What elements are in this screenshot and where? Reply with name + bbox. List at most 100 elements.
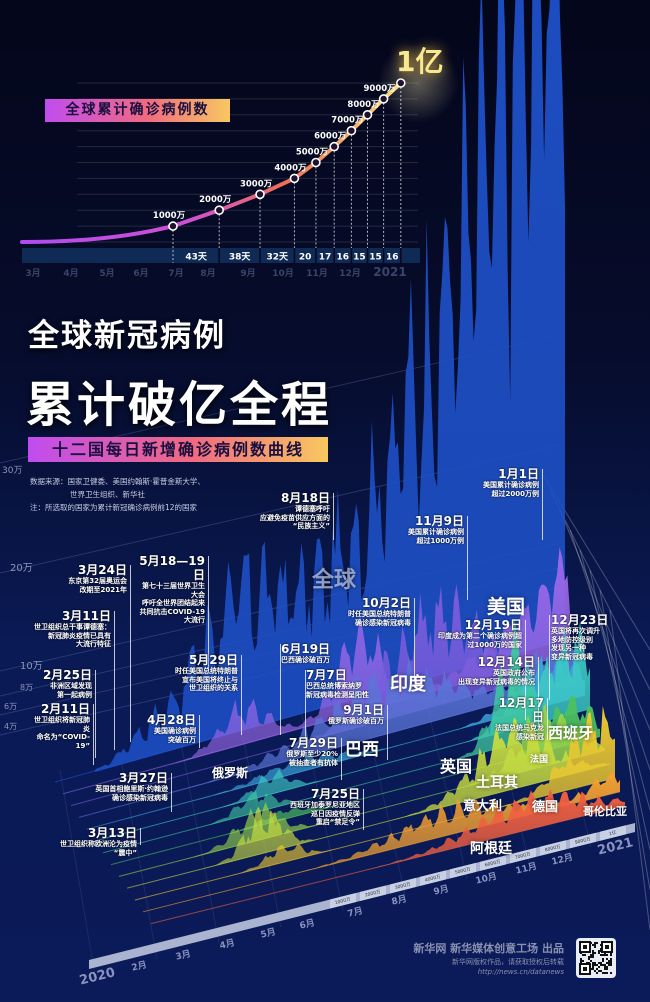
annotation-date: 4月28日 (146, 713, 196, 727)
qr-code-icon[interactable] (576, 938, 616, 978)
annotation-text: 俄罗斯确诊破百万 (328, 717, 384, 725)
ridge-area-德国 (175, 705, 615, 890)
annotation-leader-line (549, 615, 550, 700)
annotation-leader-line (241, 655, 242, 735)
ridge-baseline (150, 805, 626, 925)
annotation-date: 8月18日 (280, 491, 330, 505)
annotation-text: 巴西总统博索纳罗 新冠病毒检测呈阳性 (306, 682, 369, 699)
milestone-point (214, 205, 225, 215)
annotation-text: 法国总统马克龙 感染新冠 (495, 724, 544, 741)
days-gap-label: 32天 (266, 252, 289, 263)
footer-url[interactable]: http://news.cn/datanews (477, 968, 564, 976)
annotation: 12月17日 法国总统马克龙 感染新冠 (488, 696, 544, 741)
annotation-leader-line (114, 611, 115, 750)
diagonal-line (559, 509, 650, 731)
time-axis-bar: 1000万 2000万 3000万 4000万 5000万 6000万 7000万 8000万… (89, 823, 635, 969)
annotation: 12月14日 英国政府公布 出现变异新冠病毒的情况 (450, 655, 535, 686)
month-tick: 12月 (339, 268, 361, 279)
diagonal-line (579, 549, 650, 811)
month-tick: 2021 (373, 265, 406, 279)
annotation-leader-line (140, 828, 141, 845)
y-tick-label: 20万 (10, 563, 33, 574)
headline-value: 1亿 (396, 45, 444, 78)
annotation-date: 2月25日 (42, 668, 92, 682)
footer-producer: 新华网 新华媒体创意工场 出品 (413, 942, 564, 955)
milestone-label: 8000万 (347, 100, 380, 110)
axis-marker-label: 6000万 (484, 859, 501, 869)
diagonal-line (569, 529, 650, 771)
country-label: 哥伦比亚 (583, 805, 627, 818)
month-tick: 5月 (99, 268, 114, 279)
annotation-date: 1月1日 (498, 467, 539, 481)
y-tick-label: 6万 (4, 702, 18, 711)
axis-marker-label: 2000万 (364, 889, 381, 899)
milestone-label: 6000万 (314, 132, 347, 142)
day-bar (22, 248, 420, 263)
annotation: 2月11日 世卫组织将新冠肺炎 命名为“COVID-19” (28, 702, 90, 750)
annotation: 9月1日 俄罗斯确诊破百万 (325, 703, 384, 726)
country-label: 土耳其 (476, 775, 518, 791)
days-gap-label: 15 (353, 253, 366, 263)
country-label: 美国 (487, 596, 526, 618)
annotation-date: 11月9日 (414, 514, 464, 528)
annotation-date: 7月7日 (306, 668, 347, 682)
annotation: 10月2日 时任美国总统特朗普 确诊感染新冠病毒 (325, 596, 411, 627)
country-label: 阿根廷 (470, 841, 512, 857)
annotation: 5月18—19日 第七十三届世界卫生大会 呼吁全世界团结起来 共同抗击COVID-… (138, 554, 205, 625)
ridge-area-哥伦比亚 (183, 771, 620, 902)
annotation-leader-line (93, 704, 94, 765)
ridge-area-全球 (95, 0, 565, 772)
annotation-date: 7月25日 (310, 787, 360, 801)
annotation-text: 美国累计确诊病例 超过1000万例 (408, 528, 464, 545)
axis-marker-label: 9000万 (574, 836, 591, 846)
milestone-point (329, 141, 339, 152)
diagonal-line (599, 589, 650, 891)
annotation-date: 3月13日 (87, 826, 137, 840)
annotation-leader-line (305, 670, 306, 740)
annotation-leader-line (414, 598, 415, 680)
annotation-leader-line (547, 698, 548, 740)
country-label: 俄罗斯 (212, 766, 249, 780)
annotation-leader-line (538, 657, 539, 730)
annotation-leader-line (199, 715, 200, 748)
y-tick-label: 4万 (4, 722, 18, 731)
milestone-point (311, 157, 321, 168)
annotation-text: 非洲区域发现 第一起病例 (50, 682, 92, 699)
milestone-point (289, 173, 300, 184)
annotation: 3月27日 英国首相鲍里斯·约翰逊 确诊感染新冠病毒 (48, 771, 168, 802)
axis-marker-label: 5000万 (454, 866, 471, 876)
days-gap-label: 17 (319, 253, 332, 263)
cumulative-line-chart: 1000万 43天 2000万 38天 3000万 32天 4000万 20 5000万 17 60… (20, 43, 458, 279)
annotation-text: 时任美国总统特朗普 确诊感染新冠病毒 (348, 610, 411, 627)
annotation-leader-line (542, 469, 543, 540)
annotation-leader-line (387, 705, 388, 760)
y-tick-label: 8万 (20, 683, 34, 692)
annotation-text: 英国首相鲍里斯·约翰逊 确诊感染新冠病毒 (95, 785, 168, 802)
annotation-leader-line (208, 556, 209, 672)
country-label: 全球 (312, 568, 357, 593)
annotation-text: 美国确诊病例 突破百万 (154, 727, 196, 744)
annotation-leader-line (525, 620, 526, 720)
annotation-leader-line (130, 565, 131, 742)
annotation-date: 5月18—19日 (139, 554, 205, 582)
milestone-point (255, 189, 265, 200)
annotation-text: 第七十三届世界卫生大会 呼吁全世界团结起来 共同抗击COVID-19大流行 (139, 582, 205, 624)
annotation-text: 东京第32届奥运会 改期至2021年 (68, 577, 127, 594)
annotation-date: 3月27日 (118, 771, 168, 785)
annotation-text: 英国将再次调升 多地防控级别 发现另一种 变异新冠病毒 (551, 627, 600, 661)
annotation-text: 西班牙加泰罗尼亚地区 巡日因疫情反弹 重启“禁足令” (290, 801, 360, 826)
subtitle-banner: 十二国每日新增确诊病例数曲线 (28, 437, 328, 462)
y-tick-label: 30万 (2, 466, 23, 476)
title-line2: 累计破亿全程 (26, 377, 333, 433)
annotation: 11月9日 美国累计确诊病例 超过1000万例 (400, 514, 464, 545)
annotation: 1月1日 美国累计确诊病例 超过2000万例 (478, 467, 539, 498)
country-label: 英国 (440, 757, 473, 776)
milestone-point (346, 125, 357, 136)
country-label: 印度 (390, 674, 426, 695)
annotation-text: 世卫组织总干事谭德塞： 新冠肺炎疫情已具有 大流行特征 (34, 623, 111, 648)
days-gap-label: 38天 (229, 252, 252, 263)
annotation-leader-line (95, 670, 96, 758)
milestone-label: 7000万 (331, 116, 364, 126)
annotation-leader-line (280, 644, 281, 735)
days-gap-label: 20 (299, 253, 312, 263)
